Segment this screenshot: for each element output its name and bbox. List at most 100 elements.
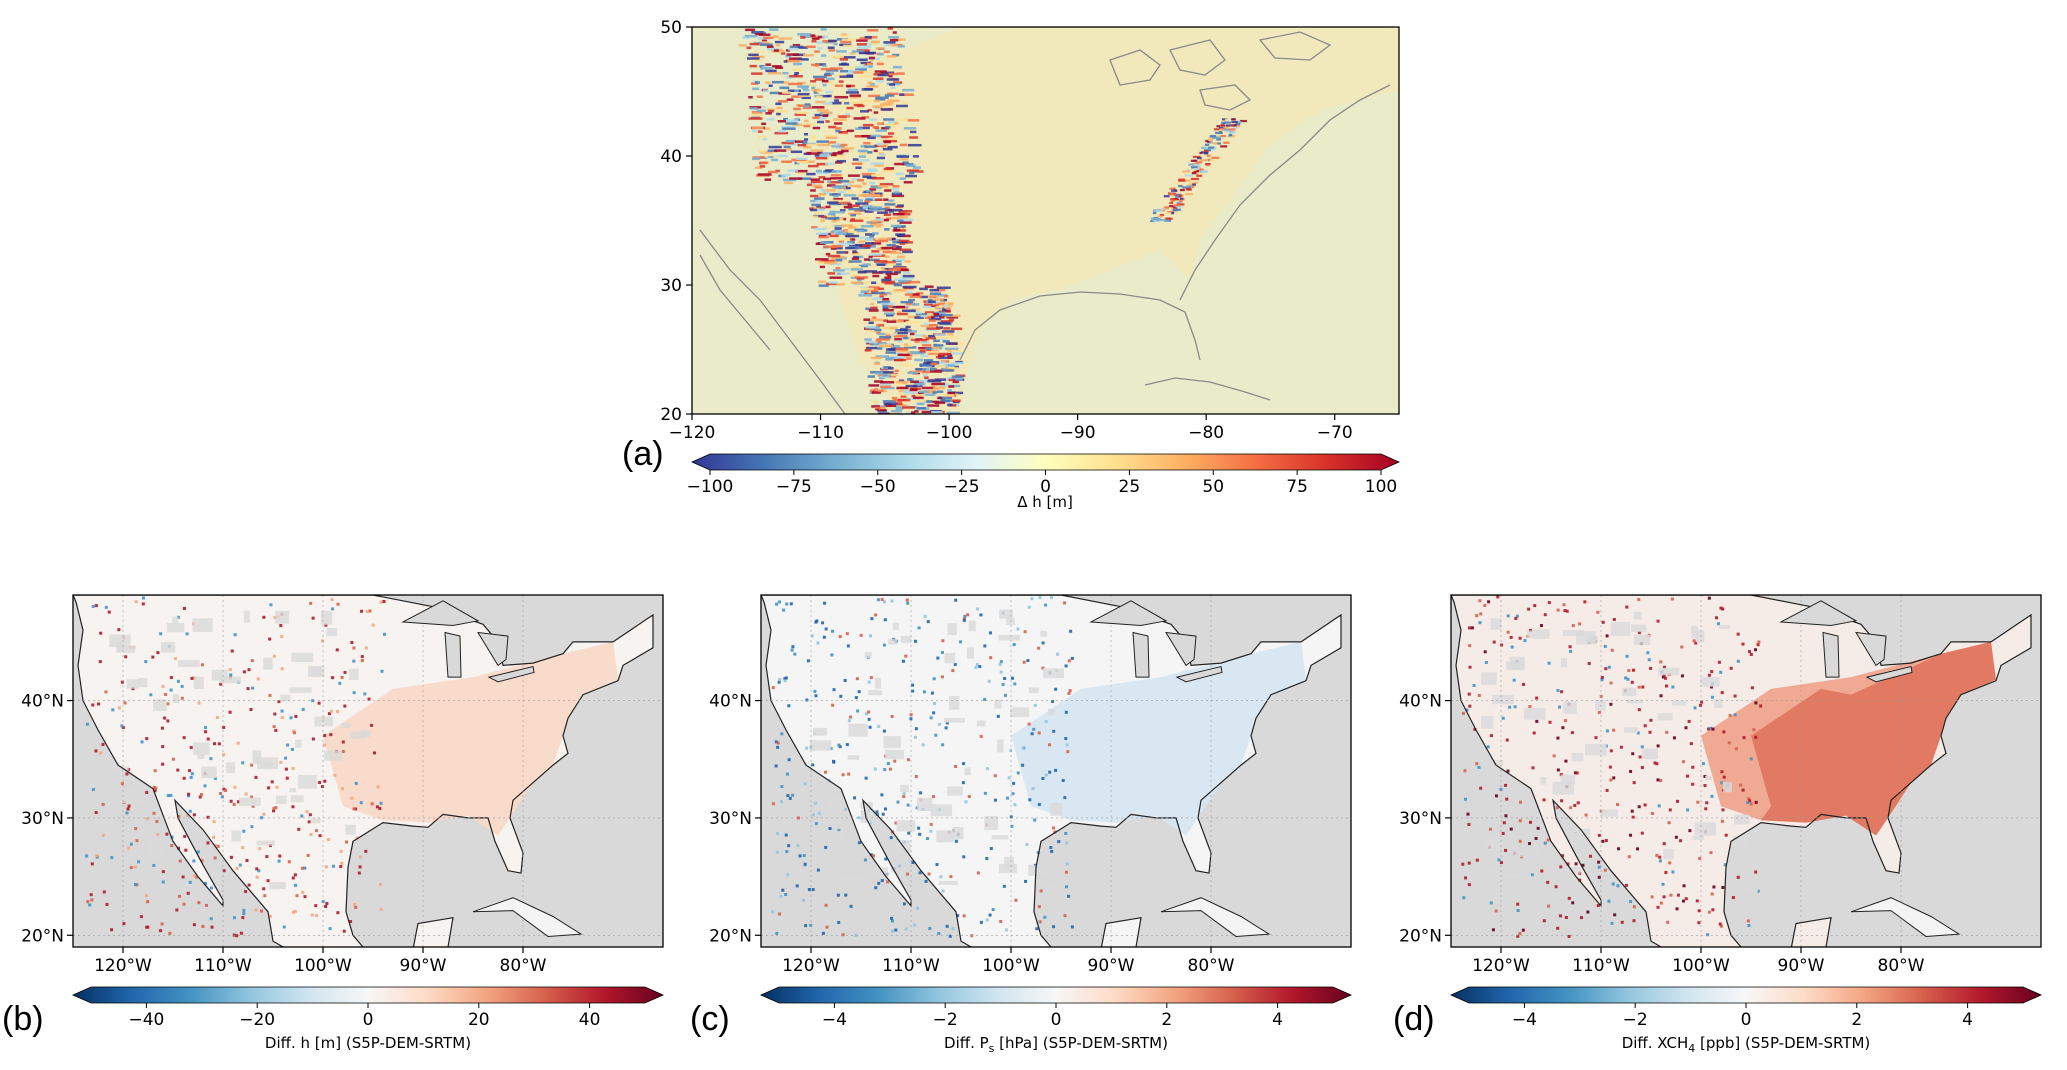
data-cell (1637, 708, 1641, 712)
data-cell (1608, 765, 1612, 769)
data-cell (169, 688, 173, 692)
data-cell (181, 875, 185, 879)
data-cell (806, 172, 816, 176)
masked-cell (1595, 699, 1606, 711)
data-cell (947, 314, 961, 318)
data-cell (311, 699, 315, 703)
data-cell (841, 773, 845, 777)
data-cell (1175, 195, 1181, 198)
data-cell (257, 869, 261, 873)
data-cell (820, 67, 834, 71)
data-cell (1626, 677, 1630, 681)
data-cell (929, 288, 940, 292)
data-cell (1698, 856, 1702, 860)
masked-cell (297, 775, 317, 789)
data-cell (832, 210, 845, 214)
data-cell (840, 147, 854, 150)
data-cell (817, 35, 825, 39)
data-cell (1682, 884, 1686, 888)
data-cell (829, 193, 841, 196)
data-cell (944, 726, 948, 730)
data-cell (110, 928, 114, 932)
data-cell (822, 152, 834, 155)
data-cell (778, 678, 782, 682)
data-cell (814, 50, 820, 53)
data-cell (1528, 842, 1532, 846)
data-cell (905, 384, 918, 388)
data-cell (301, 866, 305, 870)
data-cell (1176, 201, 1181, 205)
data-cell (752, 129, 757, 133)
data-cell (806, 45, 816, 49)
data-cell (757, 130, 763, 133)
data-cell (335, 648, 339, 652)
data-cell (357, 871, 361, 875)
data-cell (853, 71, 864, 74)
data-cell (1609, 749, 1613, 753)
masked-cell (888, 638, 898, 645)
data-cell (791, 95, 803, 98)
colorbar-tick-label: 50 (1202, 477, 1224, 497)
panel-d-speckles (1461, 595, 1763, 938)
data-cell (888, 210, 895, 214)
data-cell (848, 226, 856, 229)
data-cell (323, 734, 327, 738)
data-cell (902, 406, 916, 409)
panel-a-x-axis: −120 −110 −100 −90 −80 −70 (669, 414, 1353, 443)
data-cell (875, 812, 879, 816)
data-cell (867, 375, 876, 378)
data-cell (882, 297, 890, 301)
data-cell (1192, 181, 1198, 184)
rockies-noise (738, 27, 966, 414)
data-cell (1504, 848, 1508, 852)
data-cell (843, 205, 853, 209)
data-cell (886, 404, 897, 408)
panel-d-x-axis: 120°W 110°W 100°W 90°W 80°W (1472, 947, 1925, 976)
data-cell (1756, 643, 1760, 647)
data-cell (893, 278, 907, 281)
data-cell (925, 350, 939, 354)
data-cell (837, 54, 844, 58)
data-cell (820, 28, 827, 31)
data-cell (832, 269, 845, 272)
data-cell (918, 347, 932, 350)
data-cell (166, 794, 170, 798)
masked-cell (1694, 822, 1717, 836)
masked-cell (239, 797, 261, 807)
data-cell (845, 91, 860, 94)
y-tick-label: 40°N (1399, 692, 1442, 712)
data-cell (1686, 808, 1690, 812)
data-cell (830, 653, 834, 657)
data-cell (135, 839, 139, 843)
data-cell (1518, 636, 1522, 640)
data-cell (815, 258, 829, 261)
data-cell (1489, 734, 1493, 738)
data-cell (922, 368, 930, 371)
x-tick-label: −110 (797, 423, 844, 443)
data-cell (820, 206, 826, 209)
data-cell (910, 388, 918, 391)
data-cell (1190, 177, 1199, 181)
data-cell (813, 689, 817, 693)
data-cell (152, 811, 156, 815)
data-cell (885, 313, 894, 317)
data-cell (1473, 727, 1477, 731)
data-cell (1065, 743, 1069, 747)
data-cell (871, 232, 879, 235)
data-cell (867, 208, 878, 212)
data-cell (1558, 705, 1562, 709)
data-cell (859, 208, 866, 212)
data-cell (1571, 624, 1575, 628)
data-cell (139, 915, 143, 919)
data-cell (878, 412, 890, 414)
data-cell (1562, 603, 1566, 607)
data-cell (209, 917, 213, 921)
data-cell (847, 174, 860, 177)
data-cell (787, 704, 791, 708)
data-cell (1646, 651, 1650, 655)
data-cell (1219, 128, 1223, 131)
data-cell (943, 394, 955, 397)
data-cell (927, 404, 940, 407)
data-cell (851, 50, 865, 53)
colorbar-b-bar (72, 986, 664, 1004)
